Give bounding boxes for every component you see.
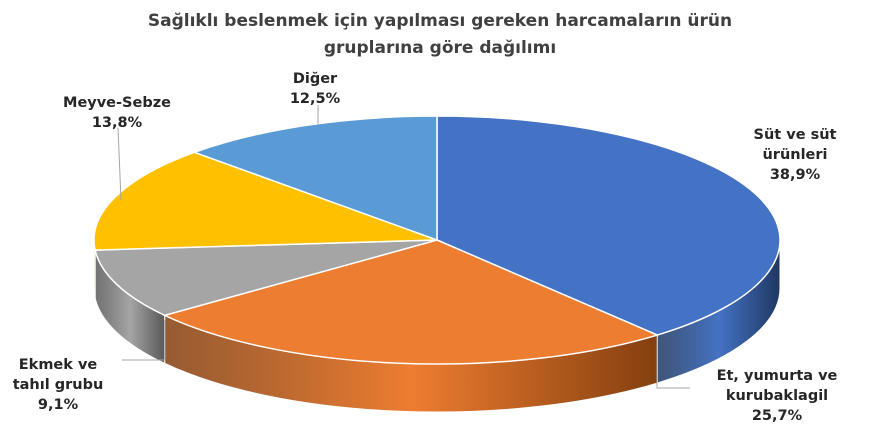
chart-title-line-2: gruplarına göre dağılımı bbox=[323, 38, 557, 58]
leader-line-3 bbox=[117, 127, 122, 201]
slice-value-2: 9,1% bbox=[38, 397, 79, 413]
slice-label-4: Diğer 12,5% bbox=[290, 71, 341, 107]
slice-name-3-0: Meyve-Sebze bbox=[63, 95, 171, 111]
pie-slice-2 bbox=[94, 239, 438, 317]
pie-slice-3 bbox=[93, 151, 438, 251]
pie-slice-4 bbox=[192, 115, 438, 242]
slice-label-2: Ekmek ve tahıl grubu 9,1% bbox=[13, 357, 104, 413]
slice-label-0: Süt ve süt ürünleri 38,9% bbox=[754, 127, 837, 183]
slice-name-1-0: Et, yumurta ve bbox=[717, 368, 838, 384]
slice-label-3: Meyve-Sebze 13,8% bbox=[63, 95, 171, 131]
slice-value-0: 38,9% bbox=[770, 167, 821, 183]
slice-name-0-0: Süt ve süt bbox=[754, 127, 837, 143]
slice-value-4: 12,5% bbox=[290, 91, 341, 107]
slice-label-1: Et, yumurta ve kurubaklagil 25,7% bbox=[717, 368, 838, 424]
pie-slice-0 bbox=[436, 115, 781, 336]
slice-value-3: 13,8% bbox=[92, 115, 143, 131]
pie-slice-1 bbox=[162, 239, 660, 365]
slice-name-0-1: ürünleri bbox=[762, 147, 827, 163]
slice-name-2-1: tahıl grubu bbox=[13, 377, 104, 393]
chart-title-line-1: Sağlıklı beslenmek için yapılması gereke… bbox=[147, 11, 733, 31]
leader-line-1 bbox=[656, 337, 690, 389]
slice-name-4-0: Diğer bbox=[293, 71, 338, 87]
slice-name-2-0: Ekmek ve bbox=[19, 357, 98, 373]
pie-top bbox=[93, 115, 781, 365]
slice-value-1: 25,7% bbox=[752, 408, 803, 424]
leader-line-2 bbox=[122, 320, 166, 361]
slice-name-1-1: kurubaklagil bbox=[726, 388, 828, 404]
